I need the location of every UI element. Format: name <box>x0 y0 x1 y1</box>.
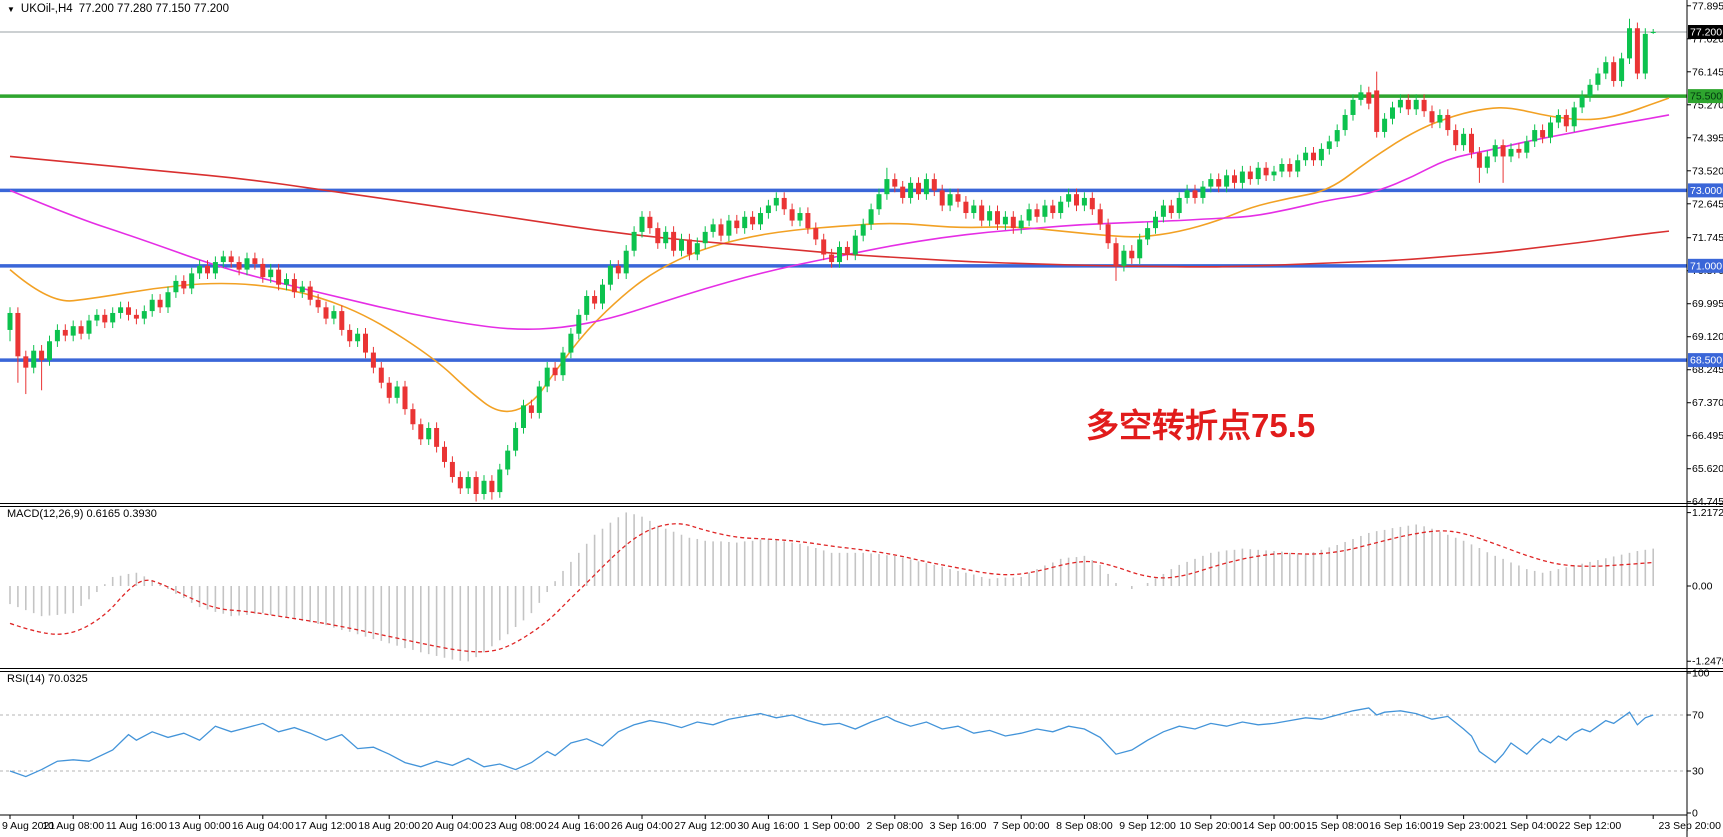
time-tick-label: 16 Sep 16:00 <box>1369 820 1432 832</box>
symbol-title: UKOil-,H4 <box>20 3 73 15</box>
time-tick-label: 2 Sep 08:00 <box>866 820 923 832</box>
time-tick-label: 19 Sep 23:00 <box>1432 820 1495 832</box>
time-tick-label: 23 Sep 20:00 <box>1659 820 1722 832</box>
price-tick-label: 71.745 <box>1692 232 1723 244</box>
time-tick-label: 16 Aug 04:00 <box>232 820 294 832</box>
macd-indicator-label: MACD(12,26,9) 0.6165 0.3930 <box>7 508 157 520</box>
level-badge-73.000-text: 73.000 <box>1690 185 1722 197</box>
price-tick-label: 65.620 <box>1692 463 1723 475</box>
time-tick-label: 8 Sep 08:00 <box>1056 820 1113 832</box>
symbol-ohlc-values: 77.200 77.280 77.150 77.200 <box>78 3 229 15</box>
rsi-tick-label: 70 <box>1692 710 1704 722</box>
time-tick-label: 14 Sep 00:00 <box>1243 820 1306 832</box>
price-tick-label: 74.395 <box>1692 132 1723 144</box>
price-tick-label: 72.645 <box>1692 198 1723 210</box>
annotation-text[interactable]: 多空转折点75.5 <box>1086 407 1316 444</box>
macd-tick-label: -1.2479 <box>1692 656 1723 668</box>
time-tick-label: 26 Aug 04:00 <box>611 820 673 832</box>
time-tick-label: 23 Aug 08:00 <box>485 820 547 832</box>
time-tick-label: 13 Aug 00:00 <box>169 820 231 832</box>
level-badge-75.500-text: 75.500 <box>1690 91 1722 103</box>
level-badge-75.500 <box>1688 89 1723 104</box>
symbol-dropdown-icon[interactable]: ▼ <box>7 5 15 14</box>
level-badge-71.000-text: 71.000 <box>1690 260 1722 272</box>
macd-tick-label: 0.00 <box>1692 581 1713 593</box>
current-price-badge-text: 77.200 <box>1690 27 1722 39</box>
ma-fast-orange <box>9 97 1670 413</box>
time-tick-label: 10 Sep 20:00 <box>1180 820 1243 832</box>
macd-histogram <box>9 512 1654 662</box>
time-tick-label: 9 Aug 2021 <box>2 820 55 832</box>
price-axis[interactable]: 77.89577.02076.14575.27074.39573.52072.6… <box>1687 0 1723 508</box>
rsi-tick-label: 30 <box>1692 766 1704 778</box>
time-tick-label: 3 Sep 16:00 <box>930 820 987 832</box>
level-badge-68.500-text: 68.500 <box>1690 355 1722 367</box>
price-tick-label: 66.495 <box>1692 430 1723 442</box>
level-badge-71.000 <box>1688 258 1723 273</box>
price-tick-label: 67.370 <box>1692 397 1723 409</box>
time-tick-label: 9 Sep 12:00 <box>1119 820 1176 832</box>
time-tick-label: 7 Sep 00:00 <box>993 820 1050 832</box>
time-tick-label: 11 Aug 16:00 <box>106 820 167 832</box>
price-tick-label: 69.120 <box>1692 331 1723 343</box>
candlestick-series <box>7 18 1656 502</box>
time-tick-label: 20 Aug 04:00 <box>421 820 483 832</box>
time-tick-label: 22 Sep 12:00 <box>1559 820 1622 832</box>
time-tick-label: 21 Sep 04:00 <box>1496 820 1559 832</box>
symbol-header: ▼ UKOil-,H4 77.200 77.280 77.150 77.200 <box>7 3 229 15</box>
macd-tick-label: 1.2172 <box>1692 507 1723 519</box>
rsi-line <box>9 707 1654 778</box>
current-price-badge <box>1688 25 1723 39</box>
time-tick-label: 15 Sep 08:00 <box>1306 820 1369 832</box>
price-tick-label: 77.895 <box>1692 0 1723 12</box>
price-tick-label: 68.245 <box>1692 364 1723 376</box>
time-tick-label: 30 Aug 16:00 <box>737 820 799 832</box>
level-badge-73.000 <box>1688 183 1723 198</box>
price-tick-label: 73.520 <box>1692 165 1723 177</box>
ma-mid-magenta <box>9 114 1670 331</box>
ma-slow-red <box>9 155 1670 268</box>
rsi-indicator-label: RSI(14) 70.0325 <box>7 673 88 685</box>
price-tick-label: 69.995 <box>1692 298 1723 310</box>
time-tick-label: 10 Aug 08:00 <box>42 820 104 832</box>
time-tick-label: 18 Aug 20:00 <box>358 820 420 832</box>
rsi-tick-label: 100 <box>1692 668 1710 680</box>
rsi-tick-label: 0 <box>1692 808 1698 820</box>
level-badge-68.500 <box>1688 353 1723 368</box>
time-tick-label: 1 Sep 00:00 <box>803 820 860 832</box>
time-tick-label: 17 Aug 12:00 <box>295 820 357 832</box>
price-tick-label: 76.145 <box>1692 66 1723 78</box>
macd-signal-line <box>9 523 1654 653</box>
time-tick-label: 24 Aug 16:00 <box>548 820 610 832</box>
time-tick-label: 27 Aug 12:00 <box>674 820 736 832</box>
price-tick-label: 64.745 <box>1692 496 1723 508</box>
